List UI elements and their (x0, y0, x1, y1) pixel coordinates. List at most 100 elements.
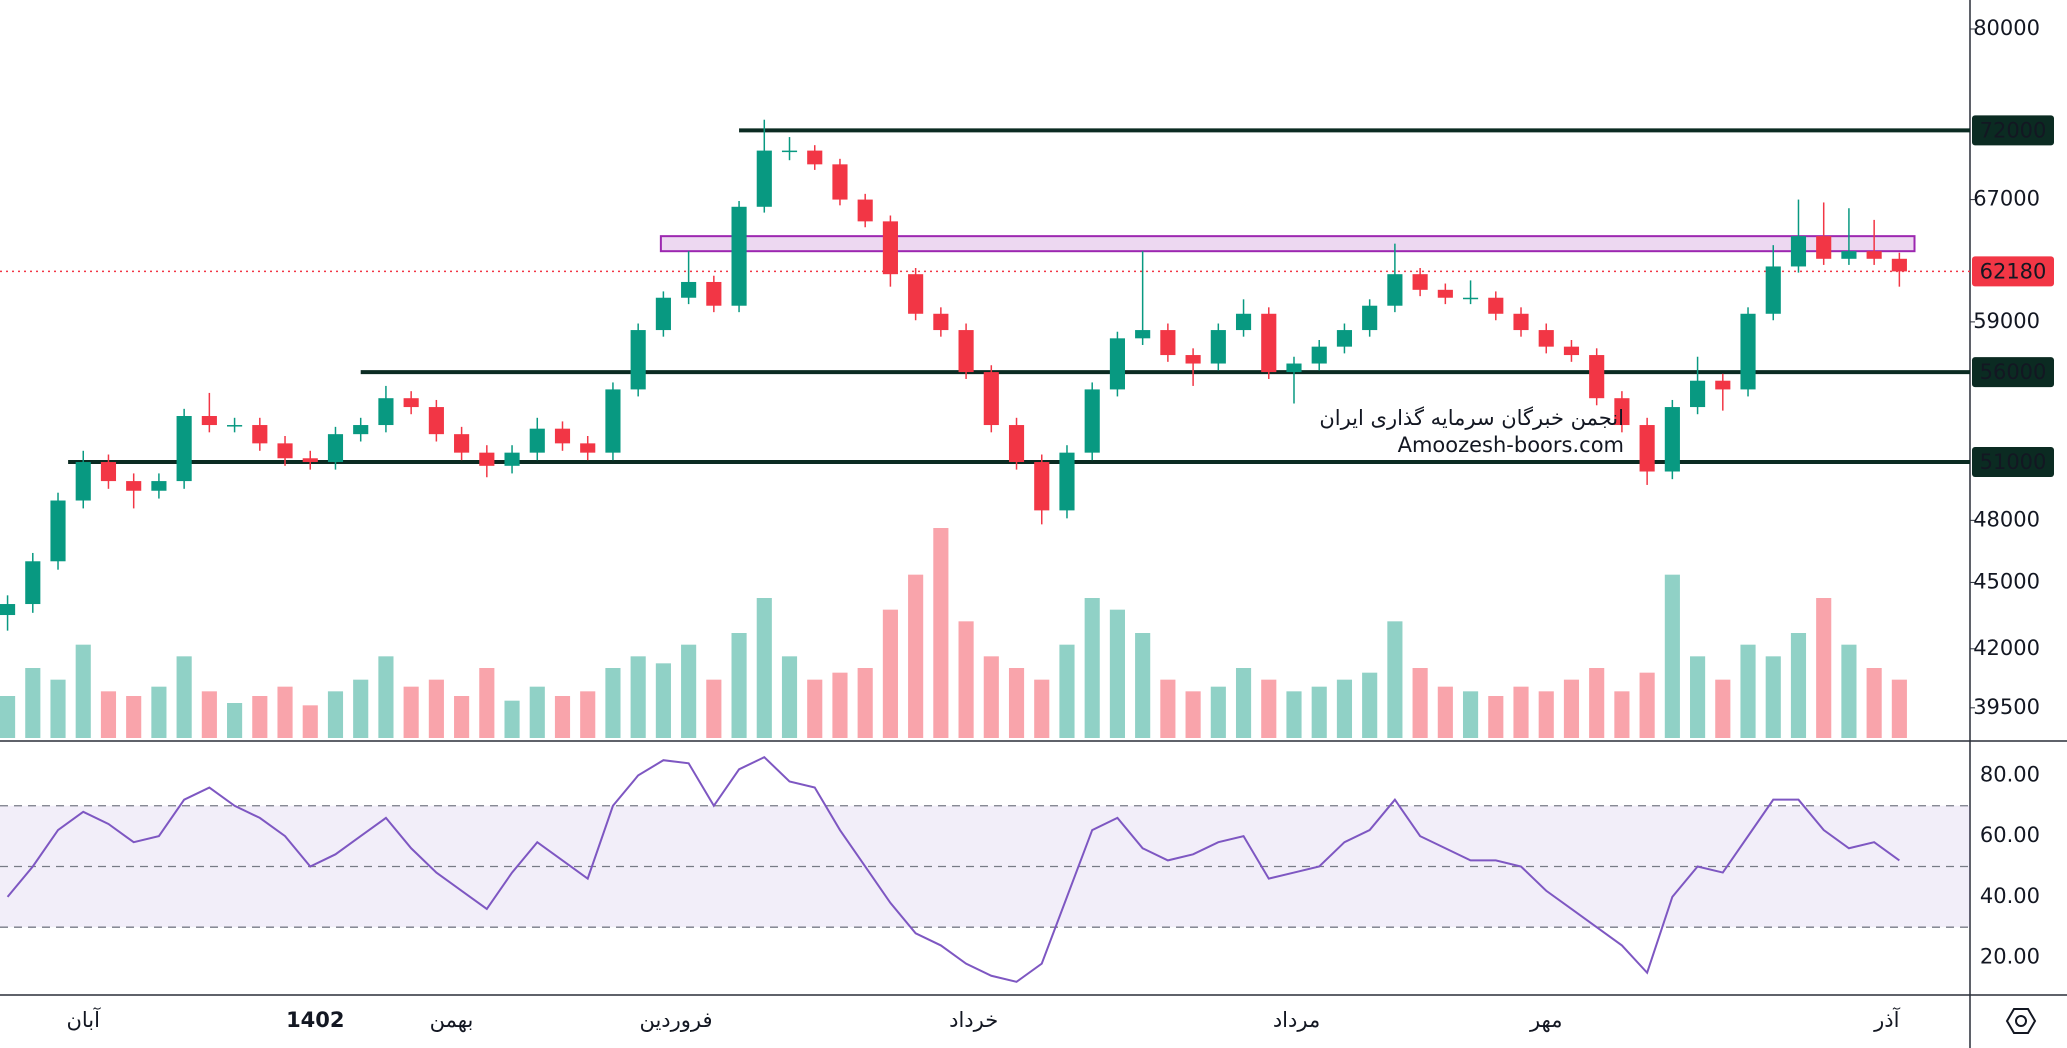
candle-body (1866, 251, 1882, 259)
candle-body (454, 434, 470, 453)
candle-body (605, 389, 621, 453)
volume-bar (227, 703, 243, 738)
x-tick-label: آذر (1873, 1007, 1900, 1032)
candle-body (1185, 355, 1201, 364)
rsi-tick-label: 40.00 (1980, 884, 2040, 908)
candle-body (1841, 251, 1857, 259)
volume-bar (1589, 668, 1605, 738)
volume-bar (353, 679, 369, 738)
volume-bar (327, 691, 344, 738)
candle-body (882, 221, 898, 275)
candle-body (958, 330, 974, 373)
volume-bar (1841, 644, 1857, 738)
candle-body (327, 434, 344, 463)
candle-body (504, 452, 520, 466)
volume-bar (832, 672, 848, 738)
x-tick-label: خرداد (949, 1008, 998, 1032)
candle-body (1614, 398, 1630, 426)
candle-body (428, 407, 444, 435)
volume-bar (1639, 672, 1655, 738)
y-tick-label: 42000 (1973, 636, 2040, 660)
candle-body (277, 443, 293, 459)
volume-bar (100, 691, 117, 738)
candle-body (378, 398, 394, 426)
volume-bar (428, 679, 444, 738)
volume-bar (1412, 668, 1428, 738)
candle-body (681, 281, 697, 298)
volume-bar (529, 686, 545, 738)
volume-bar (908, 574, 924, 738)
candle-body (832, 164, 848, 200)
candle-body (479, 452, 495, 466)
volume-bar (882, 609, 898, 738)
candle-body (580, 443, 596, 453)
candle-body (630, 330, 646, 390)
candle-body (1210, 330, 1226, 364)
y-tick-label: 39500 (1973, 695, 2040, 719)
candle-body (983, 372, 999, 426)
volume-bar (1135, 633, 1151, 738)
candle-body (100, 462, 117, 482)
candle-body (1362, 305, 1378, 331)
icon-circle (2015, 1015, 2027, 1027)
level-label: 51000 (1980, 450, 2047, 474)
candle-body (201, 416, 217, 426)
volume-bar (605, 668, 621, 738)
volume-bar (1866, 668, 1882, 738)
volume-bar (151, 686, 167, 738)
candle-body (0, 604, 16, 616)
volume-bar (1008, 668, 1025, 738)
candle-body (1462, 297, 1479, 300)
candle-body (403, 398, 419, 408)
candle-body (1059, 452, 1075, 511)
rsi-tick-label: 80.00 (1980, 762, 2040, 786)
candle-body (1336, 330, 1353, 347)
y-tick-label: 80000 (1973, 16, 2040, 40)
volume-bar (1513, 686, 1529, 738)
level-label: 56000 (1980, 360, 2047, 384)
candle-body (302, 458, 318, 463)
y-tick-label: 67000 (1973, 187, 2040, 211)
volume-bar (1185, 691, 1201, 738)
volume-bar (1336, 679, 1353, 738)
volume-bar (1891, 679, 1907, 738)
last-price-label: 62180 (1980, 259, 2047, 283)
watermark-text: Amoozesh-boors.com (1398, 433, 1624, 457)
volume-bar (1563, 679, 1580, 738)
candle-body (857, 199, 873, 222)
volume-bar (681, 644, 697, 738)
volume-bar (277, 686, 293, 738)
candle-body (529, 428, 545, 453)
candle-body (1286, 363, 1302, 373)
y-tick-label: 59000 (1973, 309, 2040, 333)
candle-body (1311, 346, 1327, 364)
volume-bar (983, 656, 999, 738)
volume-bar (1790, 633, 1807, 738)
volume-bar (807, 679, 823, 738)
rsi-line (6, 755, 1900, 983)
candle-body (1437, 289, 1453, 298)
volume-bar (655, 663, 671, 738)
candle-body (50, 500, 66, 562)
candle-body (1109, 338, 1125, 390)
candle-body (151, 481, 167, 491)
resistance-zone (659, 235, 1916, 253)
candle-body (1488, 297, 1504, 314)
candle-body (655, 297, 671, 331)
level-label: 72000 (1980, 118, 2047, 142)
candle-body (1538, 330, 1554, 347)
volume-bar (126, 696, 142, 738)
volume-bar (50, 679, 66, 738)
volume-bar (302, 705, 318, 738)
candle-body (25, 561, 41, 605)
candle-body (1008, 425, 1025, 463)
volume-bar (1715, 679, 1731, 738)
volume-bar (1538, 691, 1554, 738)
volume-bar (781, 656, 798, 738)
rsi-tick-label: 60.00 (1980, 823, 2040, 847)
candle-body (1235, 313, 1252, 331)
settings-icon[interactable] (2005, 1008, 2037, 1034)
volume-bar (25, 668, 41, 738)
volume-bar (933, 528, 949, 738)
x-tick-label: آبان (66, 1007, 101, 1032)
